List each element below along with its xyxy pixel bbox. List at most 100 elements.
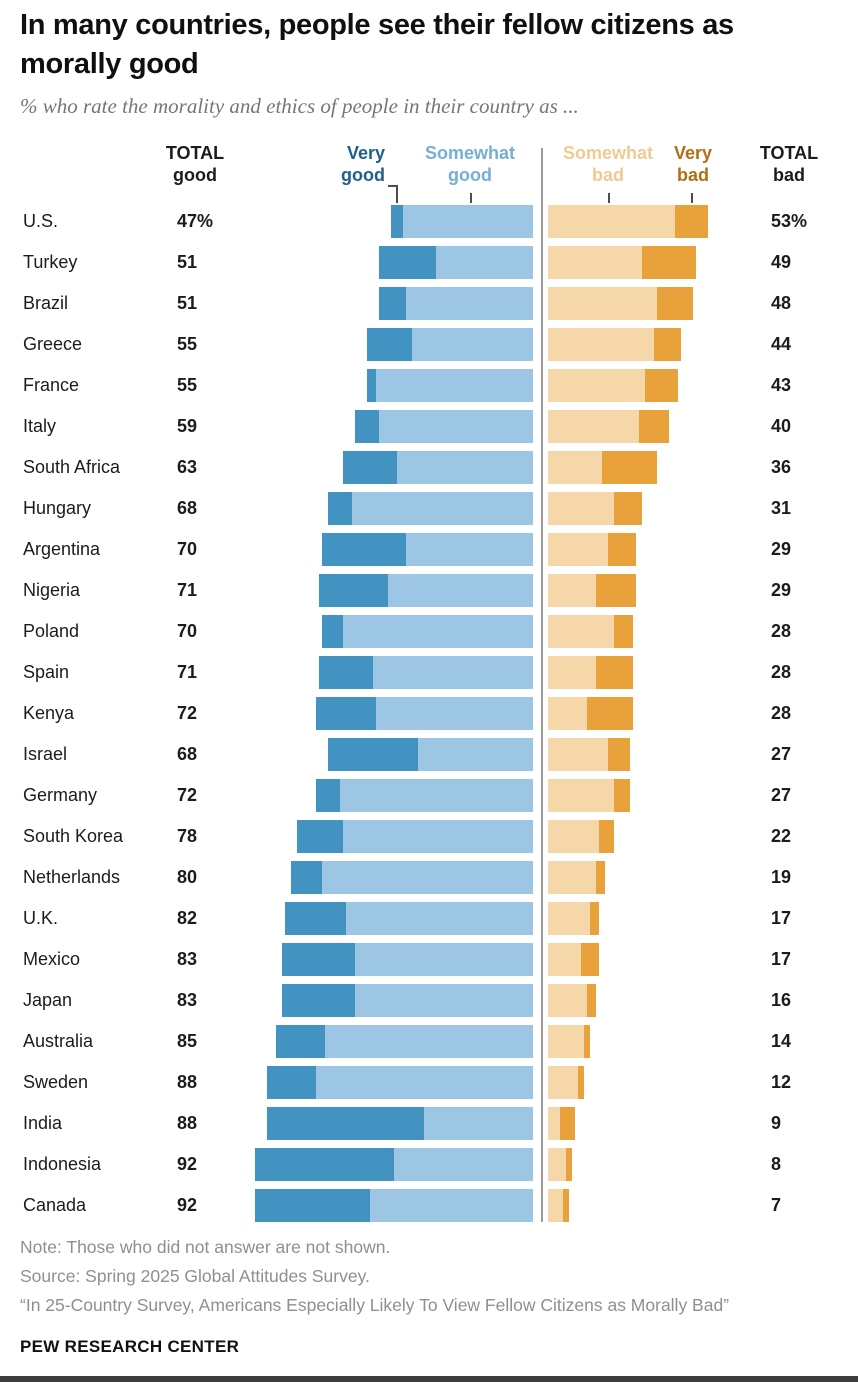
somewhat-good-segment xyxy=(321,861,533,894)
somewhat-good-segment xyxy=(342,615,533,648)
total-bad-value: 14 xyxy=(771,1031,792,1051)
very-good-segment xyxy=(318,574,389,607)
total-good-value: 47% xyxy=(177,211,214,231)
country-label: Australia xyxy=(23,1031,94,1051)
bad-bar xyxy=(548,451,657,484)
bad-bar xyxy=(548,246,696,279)
good-bar xyxy=(318,656,533,689)
total-bad-header-line2: bad xyxy=(772,165,805,185)
good-bar xyxy=(342,451,533,484)
very-good-segment xyxy=(276,1025,325,1058)
good-bar xyxy=(315,779,533,812)
bad-bar xyxy=(548,738,630,771)
bad-bar xyxy=(548,1148,573,1181)
somewhat-good-segment xyxy=(403,205,533,238)
very-good-legend-line1: Very xyxy=(346,143,385,163)
total-bad-value: 49 xyxy=(771,252,792,272)
bad-bar xyxy=(548,328,681,361)
somewhat-good-segment xyxy=(351,492,533,525)
total-good-value: 72 xyxy=(177,785,198,805)
somewhat-bad-segment xyxy=(548,451,603,484)
bad-bar xyxy=(548,779,630,812)
very-bad-legend-label: Very bad xyxy=(655,142,731,186)
somewhat-good-segment xyxy=(436,246,533,279)
total-good-value: 92 xyxy=(177,1154,198,1174)
very-bad-segment xyxy=(602,451,657,484)
total-good-value: 72 xyxy=(177,703,198,723)
country-row: Netherlands 80 19 xyxy=(0,857,858,898)
somewhat-good-segment xyxy=(375,369,533,402)
country-row: Spain 71 28 xyxy=(0,652,858,693)
country-label: Argentina xyxy=(23,539,101,559)
country-row: Greece 55 44 xyxy=(0,324,858,365)
good-bar xyxy=(366,369,533,402)
somewhat-bad-segment xyxy=(548,533,609,566)
chart-title: In many countries, people see their fell… xyxy=(20,9,734,80)
total-good-value: 78 xyxy=(177,826,198,846)
total-bad-value: 9 xyxy=(771,1113,782,1133)
total-bad-value: 48 xyxy=(771,293,792,313)
very-good-segment xyxy=(291,861,322,894)
country-row: Brazil 51 48 xyxy=(0,283,858,324)
somewhat-bad-segment xyxy=(548,205,675,238)
bad-bar xyxy=(548,984,597,1017)
very-bad-segment xyxy=(638,410,669,443)
total-bad-value: 31 xyxy=(771,498,792,518)
very-bad-segment xyxy=(644,369,678,402)
somewhat-good-segment xyxy=(324,1025,533,1058)
very-bad-segment xyxy=(590,902,600,935)
good-bar xyxy=(318,574,533,607)
very-bad-segment xyxy=(596,574,636,607)
country-label: Turkey xyxy=(23,252,78,272)
very-good-segment xyxy=(267,1066,316,1099)
country-label: South Africa xyxy=(23,457,121,477)
country-label: Spain xyxy=(23,662,70,682)
total-good-value: 83 xyxy=(177,990,198,1010)
very-good-segment xyxy=(285,902,346,935)
country-label: Japan xyxy=(23,990,73,1010)
very-good-pointer-tick xyxy=(396,185,398,203)
very-good-segment xyxy=(366,369,376,402)
somewhat-bad-legend-line2: bad xyxy=(591,165,624,185)
very-bad-segment xyxy=(560,1107,576,1140)
country-row: Israel 68 27 xyxy=(0,734,858,775)
total-bad-value: 36 xyxy=(771,457,792,477)
total-bad-value: 53% xyxy=(771,211,808,231)
very-good-legend-label: Very good xyxy=(275,142,385,186)
total-good-value: 59 xyxy=(177,416,198,436)
bad-bar xyxy=(548,1107,576,1140)
very-good-segment xyxy=(297,820,343,853)
very-bad-pointer-tick xyxy=(691,193,693,203)
total-bad-value: 29 xyxy=(771,580,792,600)
total-good-header-line2: good xyxy=(173,165,217,185)
somewhat-bad-segment xyxy=(548,902,591,935)
total-bad-value: 28 xyxy=(771,662,792,682)
total-bad-value: 7 xyxy=(771,1195,782,1215)
total-good-value: 68 xyxy=(177,498,198,518)
country-label: Indonesia xyxy=(23,1154,102,1174)
country-row: Germany 72 27 xyxy=(0,775,858,816)
country-row: U.K. 82 17 xyxy=(0,898,858,939)
country-row: France 55 43 xyxy=(0,365,858,406)
somewhat-bad-legend-label: Somewhat bad xyxy=(548,142,668,186)
somewhat-good-segment xyxy=(315,1066,533,1099)
very-bad-segment xyxy=(614,492,642,525)
country-row: Sweden 88 12 xyxy=(0,1062,858,1103)
somewhat-good-segment xyxy=(412,328,533,361)
very-bad-segment xyxy=(674,205,709,238)
somewhat-good-segment xyxy=(406,533,533,566)
bad-bar xyxy=(548,1025,591,1058)
total-bad-value: 17 xyxy=(771,949,792,969)
good-bar xyxy=(378,287,533,320)
report-title-line: “In 25-Country Survey, Americans Especia… xyxy=(20,1295,730,1315)
very-good-legend-line2: good xyxy=(341,165,385,185)
somewhat-bad-segment xyxy=(548,861,597,894)
bad-bar xyxy=(548,1189,570,1222)
somewhat-good-segment xyxy=(388,574,533,607)
bad-bar xyxy=(548,697,633,730)
somewhat-bad-pointer-tick xyxy=(608,193,610,203)
somewhat-bad-segment xyxy=(548,615,615,648)
very-good-segment xyxy=(391,205,404,238)
source-line: Source: Spring 2025 Global Attitudes Sur… xyxy=(20,1266,370,1286)
